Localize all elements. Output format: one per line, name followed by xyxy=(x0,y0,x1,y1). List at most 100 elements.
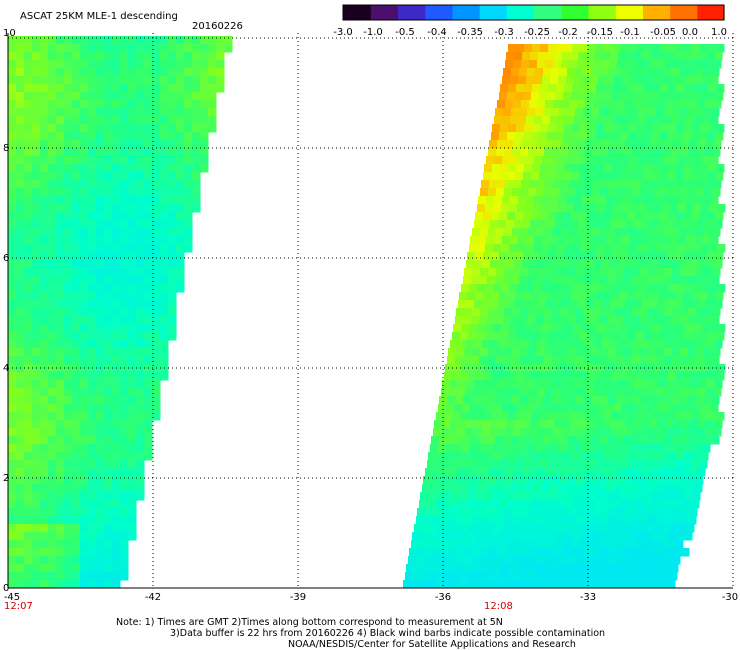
swath-cell xyxy=(571,172,580,181)
swath-cell xyxy=(582,196,591,205)
swath-cell xyxy=(471,396,480,405)
swath-cell xyxy=(660,332,669,341)
swath-cell xyxy=(544,348,553,357)
swath-cell xyxy=(8,436,17,445)
swath-cell xyxy=(120,356,129,365)
swath-cell xyxy=(623,396,632,405)
swath-cell xyxy=(80,156,89,165)
swath-cell xyxy=(658,220,667,229)
swath-cell xyxy=(550,484,559,493)
swath-cell xyxy=(682,220,691,229)
swath-cell xyxy=(542,156,551,165)
swath-cell xyxy=(208,68,217,77)
swath-cell xyxy=(608,268,617,277)
swath-cell xyxy=(510,524,519,533)
swath-cell xyxy=(484,372,493,381)
swath-cell xyxy=(619,292,628,301)
swath-cell xyxy=(64,428,73,437)
swath-cell xyxy=(72,548,81,557)
swath-cell xyxy=(104,500,113,509)
swath-cell xyxy=(590,236,599,245)
swath-cell xyxy=(8,52,17,61)
swath-cell xyxy=(660,452,669,461)
swath-cell xyxy=(72,36,81,45)
swath-cell xyxy=(40,300,49,309)
swath-cell xyxy=(578,380,587,389)
swath-cell xyxy=(542,564,551,573)
swath-cell xyxy=(509,364,518,373)
swath-cell xyxy=(208,84,217,93)
swath-cell xyxy=(503,396,512,405)
swath-cell xyxy=(72,500,81,509)
swath-cell xyxy=(208,108,217,117)
swath-cell xyxy=(685,364,694,373)
swath-cell xyxy=(128,196,137,205)
swath-cell xyxy=(498,380,507,389)
swath-cell xyxy=(645,244,654,253)
swath-cell xyxy=(16,228,25,237)
swath-cell xyxy=(687,276,696,285)
swath-cell xyxy=(673,60,682,69)
swath-cell xyxy=(665,508,674,517)
swath-cell xyxy=(604,452,613,461)
swath-cell xyxy=(638,76,647,85)
swath-cell xyxy=(678,404,687,413)
swath-cell xyxy=(630,524,639,533)
swath-cell xyxy=(408,556,417,565)
swath-cell xyxy=(8,388,17,397)
swath-cell xyxy=(104,188,113,197)
swath-cell xyxy=(16,476,25,485)
swath-cell xyxy=(652,532,661,541)
swath-cell xyxy=(683,292,692,301)
swath-cell xyxy=(470,444,479,453)
swath-cell xyxy=(586,300,595,309)
swath-cell xyxy=(652,372,661,381)
swath-cell xyxy=(490,260,499,269)
swath-cell xyxy=(604,492,613,501)
swath-cell xyxy=(445,364,454,373)
swath-cell xyxy=(570,420,579,429)
swath-cell xyxy=(192,100,201,109)
swath-cell xyxy=(120,156,129,165)
swath-cell xyxy=(462,524,471,533)
swath-cell xyxy=(584,268,593,277)
swath-cell xyxy=(128,372,137,381)
swath-cell xyxy=(32,140,41,149)
swath-cell xyxy=(534,116,543,125)
swath-cell xyxy=(591,68,600,77)
swath-cell xyxy=(144,180,153,189)
swath-cell xyxy=(72,204,81,213)
swath-cell xyxy=(56,308,65,317)
swath-cell xyxy=(580,412,589,421)
swath-cell xyxy=(500,84,509,93)
swath-cell xyxy=(575,68,584,77)
swath-cell xyxy=(573,204,582,213)
swath-cell xyxy=(626,260,635,269)
swath-cell xyxy=(200,52,209,61)
swath-cell xyxy=(666,340,675,349)
swath-cell xyxy=(168,260,177,269)
swath-cell xyxy=(88,540,97,549)
cb-tick-2: -0.5 xyxy=(395,27,415,38)
swath-cell xyxy=(707,252,716,261)
swath-cell xyxy=(515,132,524,141)
swath-cell xyxy=(80,76,89,85)
swath-cell xyxy=(595,580,604,589)
swath-cell xyxy=(537,100,546,109)
swath-cell xyxy=(104,268,113,277)
swath-cell xyxy=(80,300,89,309)
swath-cell xyxy=(480,308,489,317)
swath-cell xyxy=(454,404,463,413)
swath-cell xyxy=(566,444,575,453)
swath-cell xyxy=(16,428,25,437)
swath-cell xyxy=(705,100,714,109)
swath-cell xyxy=(8,524,17,533)
swath-cell xyxy=(8,332,17,341)
swath-cell xyxy=(695,276,704,285)
swath-cell xyxy=(703,316,712,325)
swath-cell xyxy=(104,580,113,589)
swath-cell xyxy=(623,356,632,365)
swath-cell xyxy=(564,84,573,93)
cb-tick-0: -3.0 xyxy=(333,27,353,38)
swath-cell xyxy=(553,60,562,69)
